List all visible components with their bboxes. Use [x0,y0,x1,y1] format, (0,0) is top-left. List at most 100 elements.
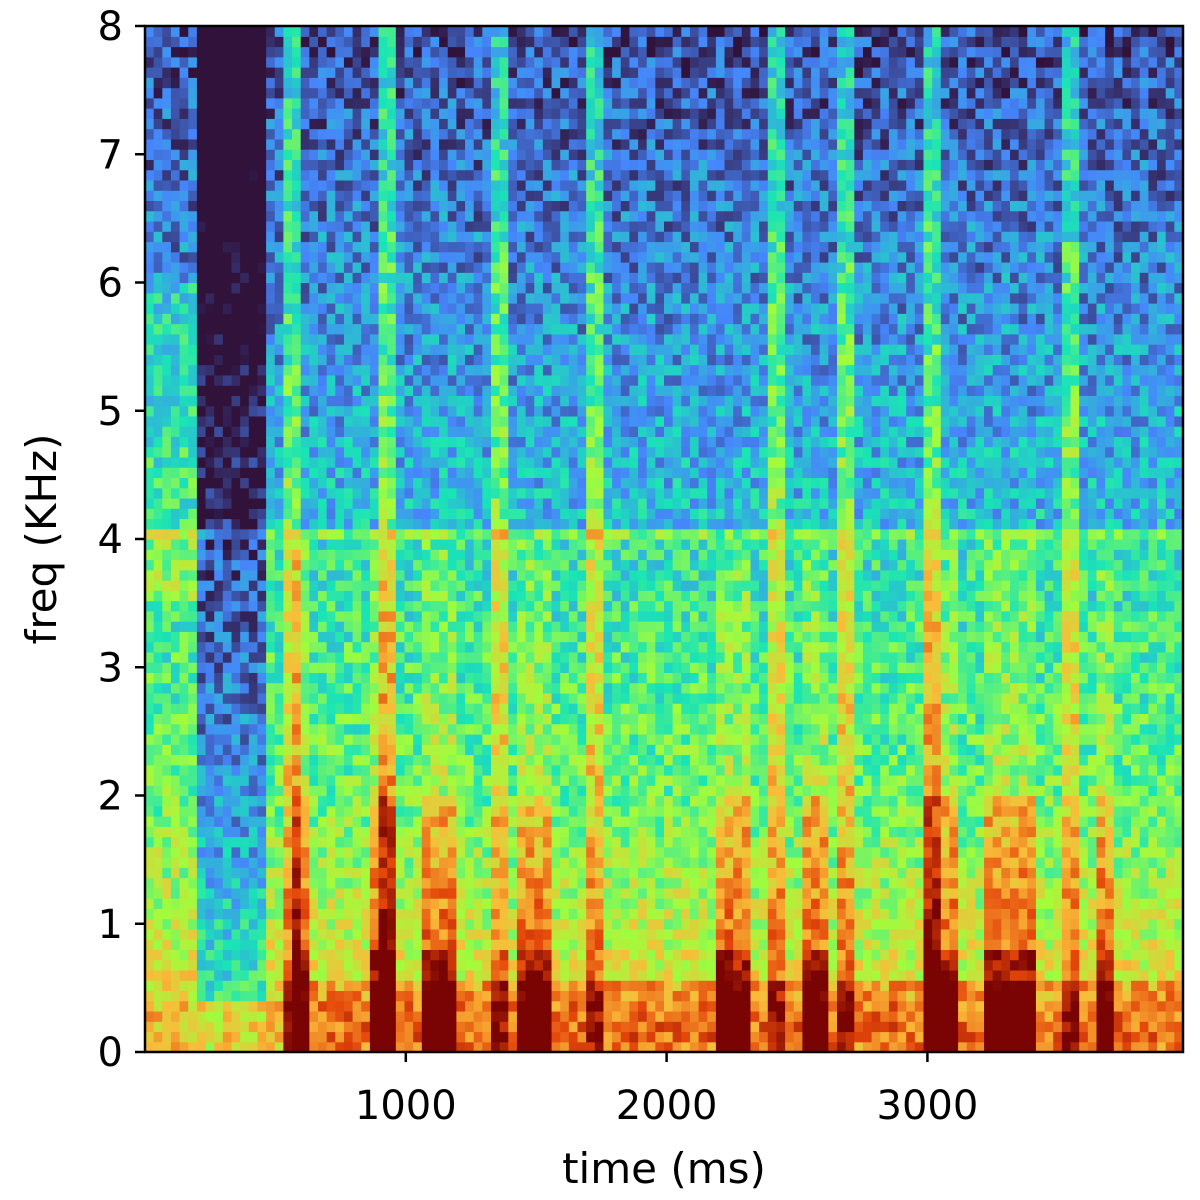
heatmap-cell [387,528,397,540]
heatmap-cell [222,549,233,561]
heatmap-cell [335,374,345,386]
heatmap-cell [326,826,336,838]
heatmap-cell [145,559,155,571]
heatmap-cell [482,580,492,591]
heatmap-cell [516,87,527,99]
heatmap-cell [447,385,457,396]
heatmap-cell [499,939,509,950]
heatmap-cell [395,662,406,673]
heatmap-cell [248,662,259,673]
heatmap-cell [369,313,380,325]
heatmap-cell [170,220,181,232]
heatmap-cell [257,395,267,407]
heatmap-cell [378,857,388,868]
heatmap-cell [205,374,215,386]
heatmap-cell [222,918,233,930]
heatmap-cell [499,528,509,540]
heatmap-cell [170,939,181,950]
heatmap-cell [551,651,561,663]
heatmap-cell [300,703,310,715]
heatmap-cell [179,610,189,622]
heatmap-cell [395,190,406,202]
heatmap-cell [318,918,328,930]
heatmap-cell [257,539,267,550]
heatmap-cell [196,169,207,181]
heatmap-cell [248,251,259,263]
heatmap-cell [465,846,475,858]
heatmap-cell [516,559,527,571]
heatmap-cell [309,826,319,838]
heatmap-cell [343,703,354,715]
heatmap-cell [162,436,172,448]
heatmap-cell [145,497,155,509]
heatmap-cell [283,323,293,335]
heatmap-cell [525,549,535,561]
heatmap-cell [378,549,388,561]
heatmap-cell [465,887,475,899]
heatmap-cell [456,97,466,109]
heatmap-cell [222,323,233,335]
heatmap-cell [482,969,492,981]
heatmap-cell [456,190,466,202]
heatmap-cell [508,590,518,602]
heatmap-cell [274,877,284,889]
heatmap-cell [170,446,181,458]
heatmap-cell [439,682,449,694]
heatmap-cell [214,138,224,150]
heatmap-cell [534,456,544,468]
heatmap-cell [404,292,414,304]
heatmap-cell [153,456,163,468]
heatmap-cell [542,867,553,879]
heatmap-cell [222,785,233,797]
heatmap-cell [491,67,501,78]
heatmap-cell [456,887,466,899]
heatmap-cell [542,56,553,68]
heatmap-cell [516,426,527,437]
heatmap-cell [309,569,319,581]
heatmap-cell [387,959,397,971]
heatmap-cell [465,641,475,653]
heatmap-cell [257,149,267,160]
heatmap-cell [214,651,224,663]
heatmap-cell [534,918,544,930]
heatmap-cell [222,77,233,89]
heatmap-cell [214,36,224,48]
heatmap-cell [387,220,397,232]
heatmap-cell [439,713,449,725]
heatmap-cell [196,67,207,78]
heatmap-cell [248,323,259,335]
heatmap-cell [292,559,302,571]
heatmap-cell [300,446,310,458]
heatmap-cell [499,549,509,561]
heatmap-cell [153,549,163,561]
heatmap-cell [292,631,302,643]
heatmap-cell [343,969,354,981]
heatmap-cell [222,846,233,858]
heatmap-cell [465,610,475,622]
heatmap-cell [240,949,250,961]
heatmap-cell [266,733,276,745]
heatmap-cell [343,159,354,171]
heatmap-cell [343,385,354,396]
heatmap-cell [248,179,259,191]
heatmap-cell [266,467,276,479]
heatmap-cell [456,303,466,314]
heatmap-cell [266,682,276,694]
heatmap-cell [369,672,380,684]
heatmap-cell [179,395,189,407]
heatmap-cell [300,754,310,766]
heatmap-cell [395,600,406,612]
heatmap-cell [335,36,345,48]
heatmap-cell [508,928,518,940]
heatmap-cell [482,292,492,304]
heatmap-cell [508,610,518,622]
heatmap-cell [404,303,414,314]
heatmap-cell [430,1010,440,1022]
heatmap-cell [318,1031,328,1043]
heatmap-cell [465,723,475,735]
heatmap-cell [482,374,492,386]
heatmap-cell [292,149,302,160]
heatmap-cell [153,138,163,150]
heatmap-cell [525,692,535,704]
heatmap-cell [473,477,483,489]
